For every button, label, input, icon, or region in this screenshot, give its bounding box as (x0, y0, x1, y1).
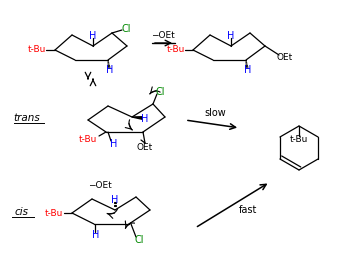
Text: trans: trans (14, 113, 40, 123)
Text: H: H (89, 31, 97, 41)
Text: t-Bu: t-Bu (167, 45, 185, 55)
Text: t-Bu: t-Bu (28, 45, 46, 55)
Text: H: H (227, 31, 235, 41)
Text: Cl: Cl (134, 235, 144, 245)
Text: H: H (244, 65, 252, 75)
Text: OEt: OEt (137, 143, 153, 152)
Text: −OEt: −OEt (88, 181, 112, 190)
Text: Cl: Cl (155, 87, 165, 97)
Text: t-Bu: t-Bu (45, 209, 63, 218)
Text: OEt: OEt (277, 53, 293, 63)
Text: −OEt: −OEt (151, 31, 175, 39)
Text: slow: slow (204, 108, 226, 118)
Text: t-Bu: t-Bu (79, 135, 97, 144)
Text: fast: fast (239, 205, 257, 215)
Text: Cl: Cl (121, 24, 131, 34)
Text: t-Bu: t-Bu (290, 135, 308, 144)
Text: H: H (111, 195, 119, 205)
Text: H: H (92, 230, 100, 240)
Text: H: H (110, 139, 118, 149)
Polygon shape (132, 117, 142, 119)
Text: cis: cis (15, 207, 29, 217)
Text: H: H (141, 114, 149, 124)
Text: H: H (106, 65, 114, 75)
